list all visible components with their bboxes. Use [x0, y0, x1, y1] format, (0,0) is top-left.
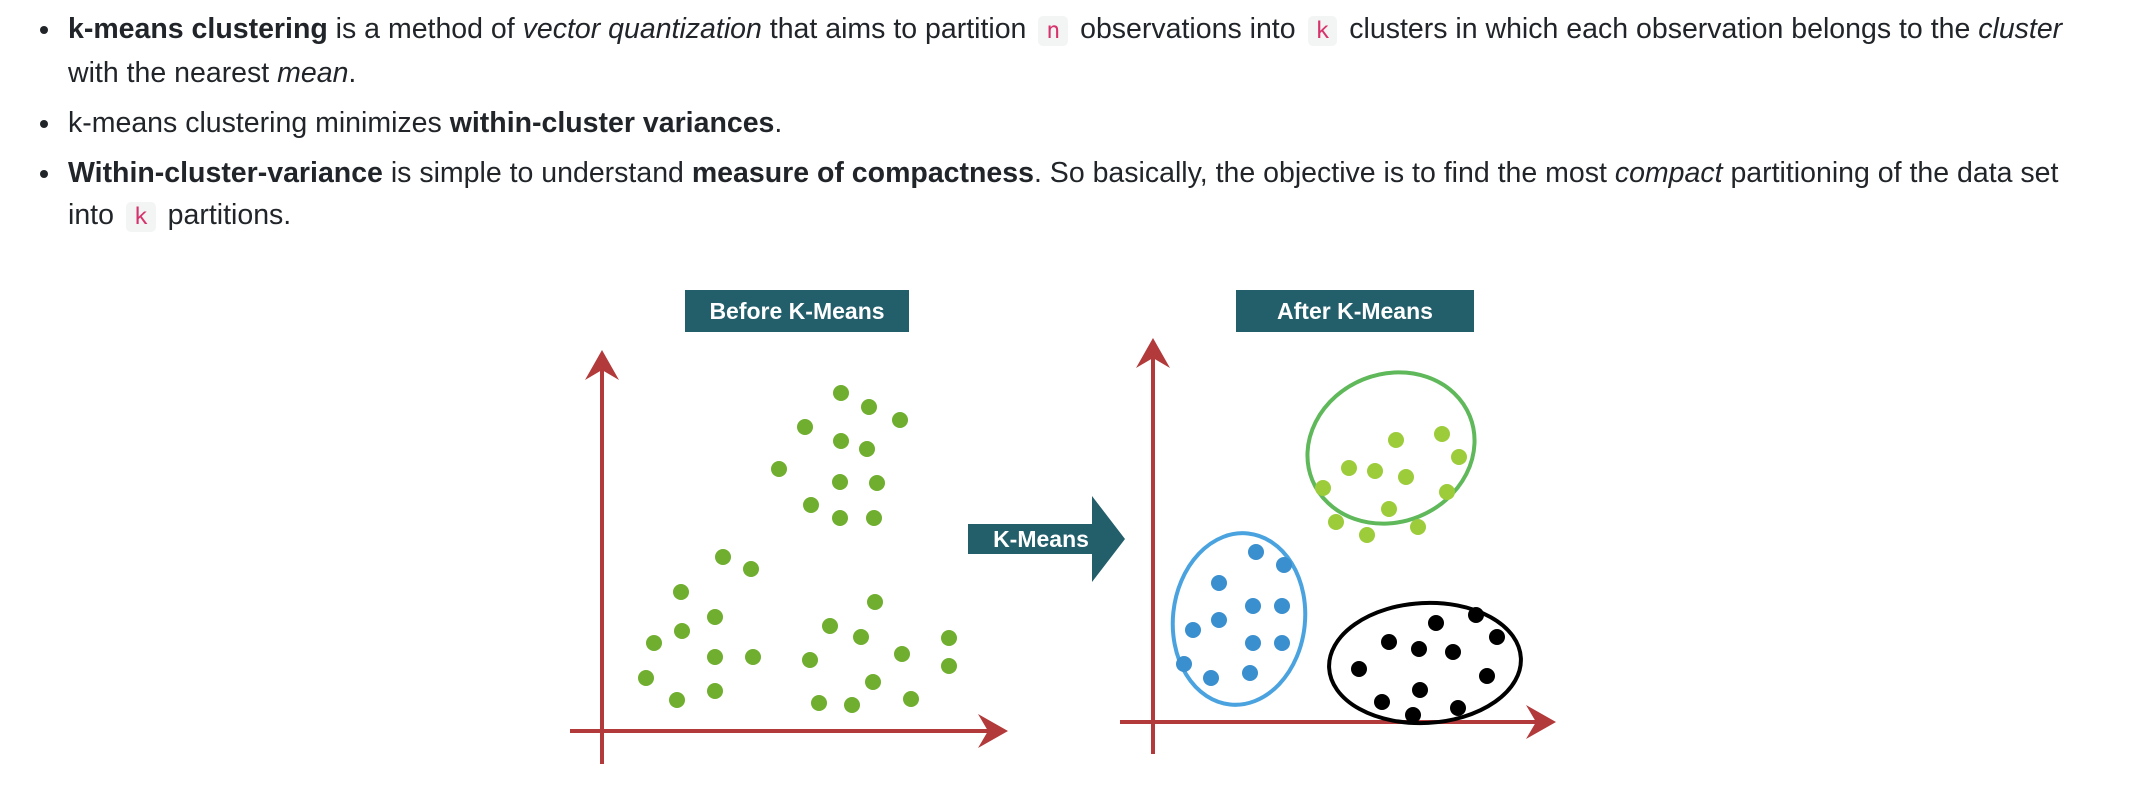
code-n: n	[1038, 16, 1069, 46]
link-mean[interactable]: mean	[277, 57, 349, 89]
code-k: k	[1307, 16, 1338, 46]
black-cluster-points	[1351, 607, 1505, 723]
before-label-box	[685, 290, 909, 332]
term-kmeans: k-means clustering	[68, 13, 328, 45]
text: is a method of	[327, 13, 523, 45]
before-y-arrowhead	[585, 350, 619, 380]
text: that aims to partition	[761, 13, 1035, 45]
code-k: k	[125, 202, 156, 232]
text: . So basically, the objective is to find…	[1033, 157, 1615, 189]
bullet-item: Within-cluster-variance is simple to und…	[38, 152, 2108, 238]
text: is simple to understand	[382, 157, 692, 189]
kmeans-arrow-label: K-Means	[993, 526, 1089, 552]
text: .	[774, 107, 783, 139]
after-y-arrowhead	[1136, 338, 1170, 368]
text: with the nearest	[68, 57, 278, 89]
term-measure-of-compactness: measure of compactness	[691, 157, 1034, 189]
after-axes	[1120, 338, 1556, 754]
text: observations into	[1072, 13, 1304, 45]
kmeans-figure: Before K-Means	[560, 286, 1570, 766]
before-label: Before K-Means	[709, 298, 884, 324]
green-cluster-points	[1315, 426, 1467, 543]
blue-cluster-points	[1176, 544, 1292, 686]
link-vector-quantization[interactable]: vector quantization	[522, 13, 762, 45]
text: partitioning of the data set into	[68, 157, 2059, 231]
text: .	[348, 57, 357, 89]
bullet-item: k-means clustering minimizes within-clus…	[38, 102, 2108, 144]
term-compact: compact	[1614, 157, 1723, 189]
after-label-box	[1236, 290, 1474, 332]
before-x-arrowhead	[978, 714, 1008, 748]
bullet-item: k-means clustering is a method of vector…	[38, 8, 2108, 94]
bullet-list: k-means clustering is a method of vector…	[38, 8, 2108, 246]
black-cluster-ring	[1327, 600, 1523, 726]
kmeans-diagram: Before K-Means	[570, 290, 1556, 764]
after-x-arrowhead	[1526, 705, 1556, 739]
term-within-cluster-variances: within-cluster variances	[449, 107, 775, 139]
before-points	[638, 385, 957, 713]
text: partitions.	[159, 199, 292, 231]
before-axes	[570, 350, 1008, 764]
text: clusters in which each observation belon…	[1341, 13, 1979, 45]
blue-cluster-ring	[1170, 531, 1308, 707]
text: k-means clustering minimizes	[68, 107, 450, 139]
kmeans-arrow	[968, 496, 1125, 582]
link-cluster[interactable]: cluster	[1978, 13, 2063, 45]
after-label: After K-Means	[1277, 298, 1433, 324]
term-within-cluster-variance: Within-cluster-variance	[68, 157, 383, 189]
green-cluster-ring	[1305, 370, 1477, 526]
